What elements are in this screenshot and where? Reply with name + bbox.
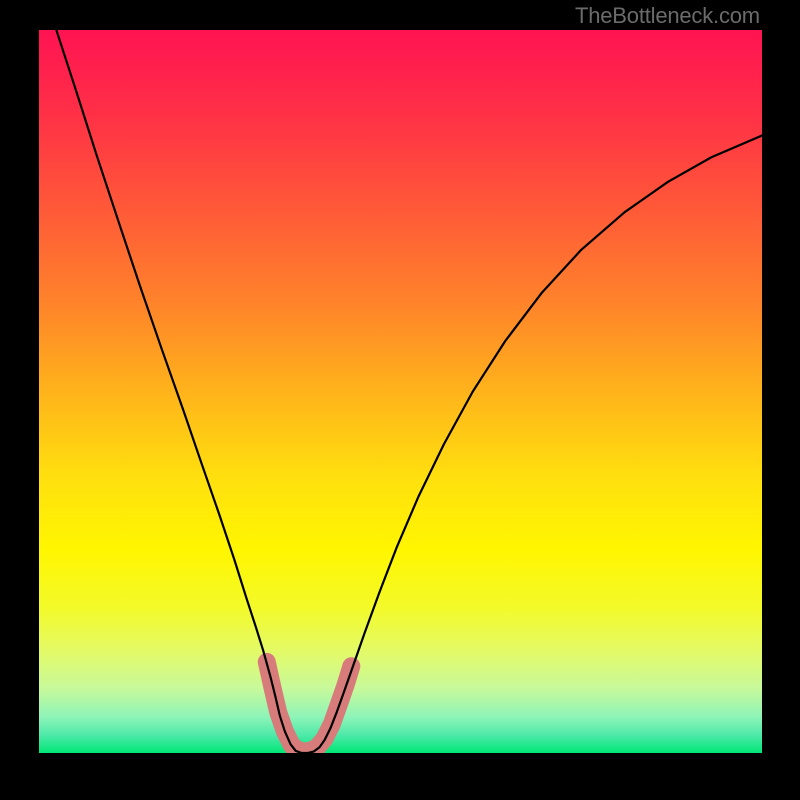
watermark-text: TheBottleneck.com	[575, 3, 760, 29]
chart-svg	[0, 0, 800, 800]
plot-background	[39, 30, 762, 753]
